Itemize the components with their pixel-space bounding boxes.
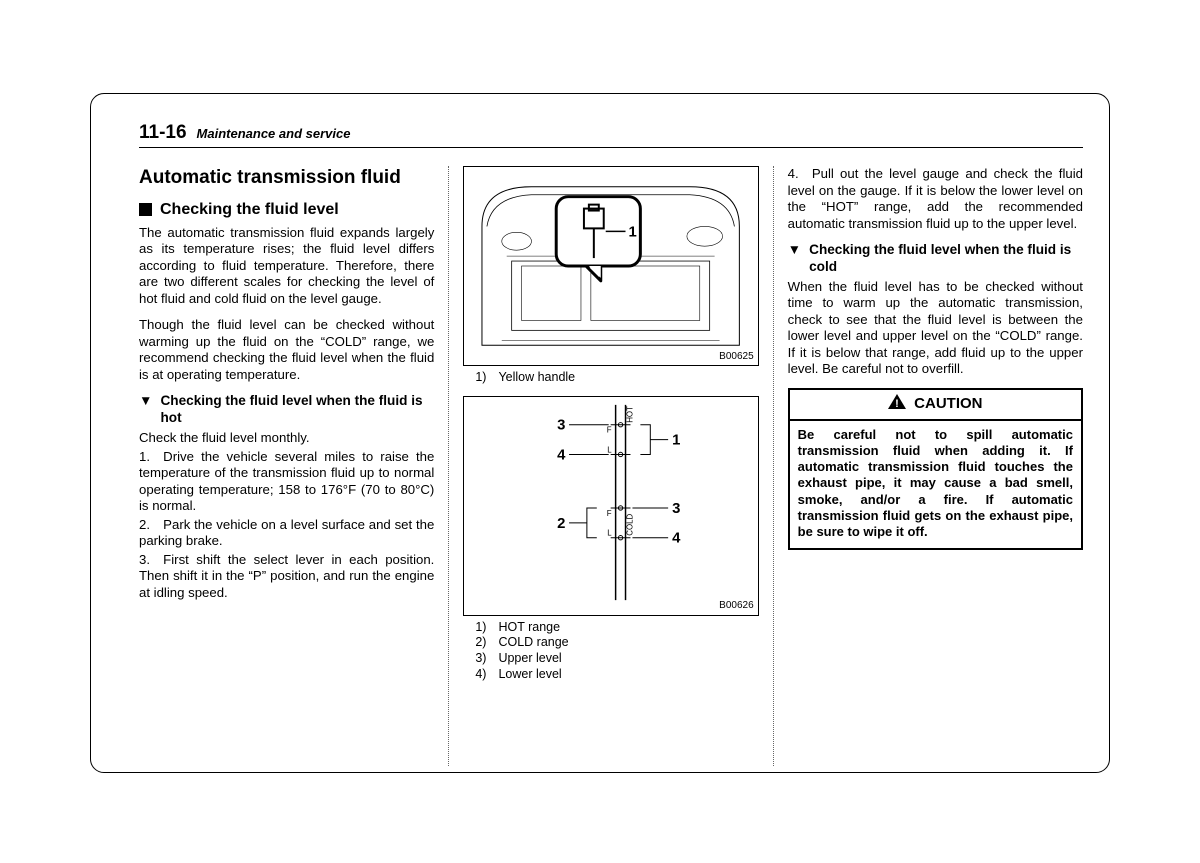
svg-text:L: L: [608, 528, 613, 537]
caution-box: ! CAUTION Be careful not to spill automa…: [788, 388, 1083, 551]
figure-engine-bay: 1 B00625: [463, 166, 758, 366]
subheading: ▼ Checking the fluid level when the flui…: [788, 242, 1083, 276]
paragraph: When the fluid level has to be checked w…: [788, 279, 1083, 378]
page-number: 11-16: [139, 122, 187, 144]
subheading-text: Checking the fluid level when the fluid …: [809, 242, 1083, 276]
caution-header: ! CAUTION: [790, 390, 1081, 421]
manual-page: 11-16 Maintenance and service Automatic …: [90, 93, 1110, 773]
svg-text:1: 1: [672, 432, 680, 448]
gauge-diagram-svg: HOT F L COLD F L 1: [464, 397, 757, 615]
subheading-text: Checking the fluid level when the fluid …: [160, 393, 434, 427]
triangle-bullet-icon: ▼: [139, 393, 152, 427]
paragraph: Though the fluid level can be checked wi…: [139, 317, 434, 383]
svg-text:4: 4: [557, 447, 566, 463]
heading-2: Checking the fluid level: [139, 200, 434, 220]
paragraph: The automatic transmission fluid expands…: [139, 225, 434, 308]
svg-text:F: F: [607, 425, 612, 434]
svg-text:2: 2: [557, 515, 565, 531]
triangle-bullet-icon: ▼: [788, 242, 801, 276]
content-columns: Automatic transmission fluid Checking th…: [139, 166, 1083, 766]
svg-text:F: F: [607, 509, 612, 518]
heading-2-text: Checking the fluid level: [160, 200, 339, 220]
figure-legend: 1)HOT range 2)COLD range 3)Upper level 4…: [475, 620, 758, 683]
warning-triangle-icon: !: [888, 394, 906, 415]
caution-title: CAUTION: [914, 395, 982, 414]
svg-text:!: !: [895, 398, 899, 409]
list-step: 4. Pull out the level gauge and check th…: [788, 166, 1083, 232]
caution-body: Be careful not to spill automatic transm…: [790, 421, 1081, 549]
list-step: 2. Park the vehicle on a level surface a…: [139, 517, 434, 550]
page-header: 11-16 Maintenance and service: [139, 122, 1083, 148]
section-title: Maintenance and service: [197, 126, 351, 141]
svg-text:4: 4: [672, 530, 681, 546]
subheading: ▼ Checking the fluid level when the flui…: [139, 393, 434, 427]
column-1: Automatic transmission fluid Checking th…: [139, 166, 448, 766]
column-3: 4. Pull out the level gauge and check th…: [774, 166, 1083, 766]
svg-text:HOT: HOT: [626, 406, 635, 423]
column-2: 1 B00625 1)Yellow handle HOT: [448, 166, 773, 766]
svg-text:COLD: COLD: [626, 513, 635, 535]
square-bullet-icon: [139, 203, 152, 216]
figure-caption: 1)Yellow handle: [475, 370, 758, 386]
figure-id: B00626: [719, 600, 753, 613]
figure-gauge: HOT F L COLD F L 1: [463, 396, 758, 616]
svg-text:1: 1: [629, 224, 637, 240]
figure-id: B00625: [719, 351, 753, 364]
paragraph: Check the fluid level monthly.: [139, 430, 434, 447]
svg-text:L: L: [608, 445, 613, 454]
heading-1: Automatic transmission fluid: [139, 166, 434, 190]
list-step: 1. Drive the vehicle several miles to ra…: [139, 449, 434, 515]
list-step: 3. First shift the select lever in each …: [139, 552, 434, 602]
svg-text:3: 3: [557, 417, 565, 433]
svg-text:3: 3: [672, 501, 680, 517]
engine-diagram-svg: 1: [464, 167, 757, 365]
